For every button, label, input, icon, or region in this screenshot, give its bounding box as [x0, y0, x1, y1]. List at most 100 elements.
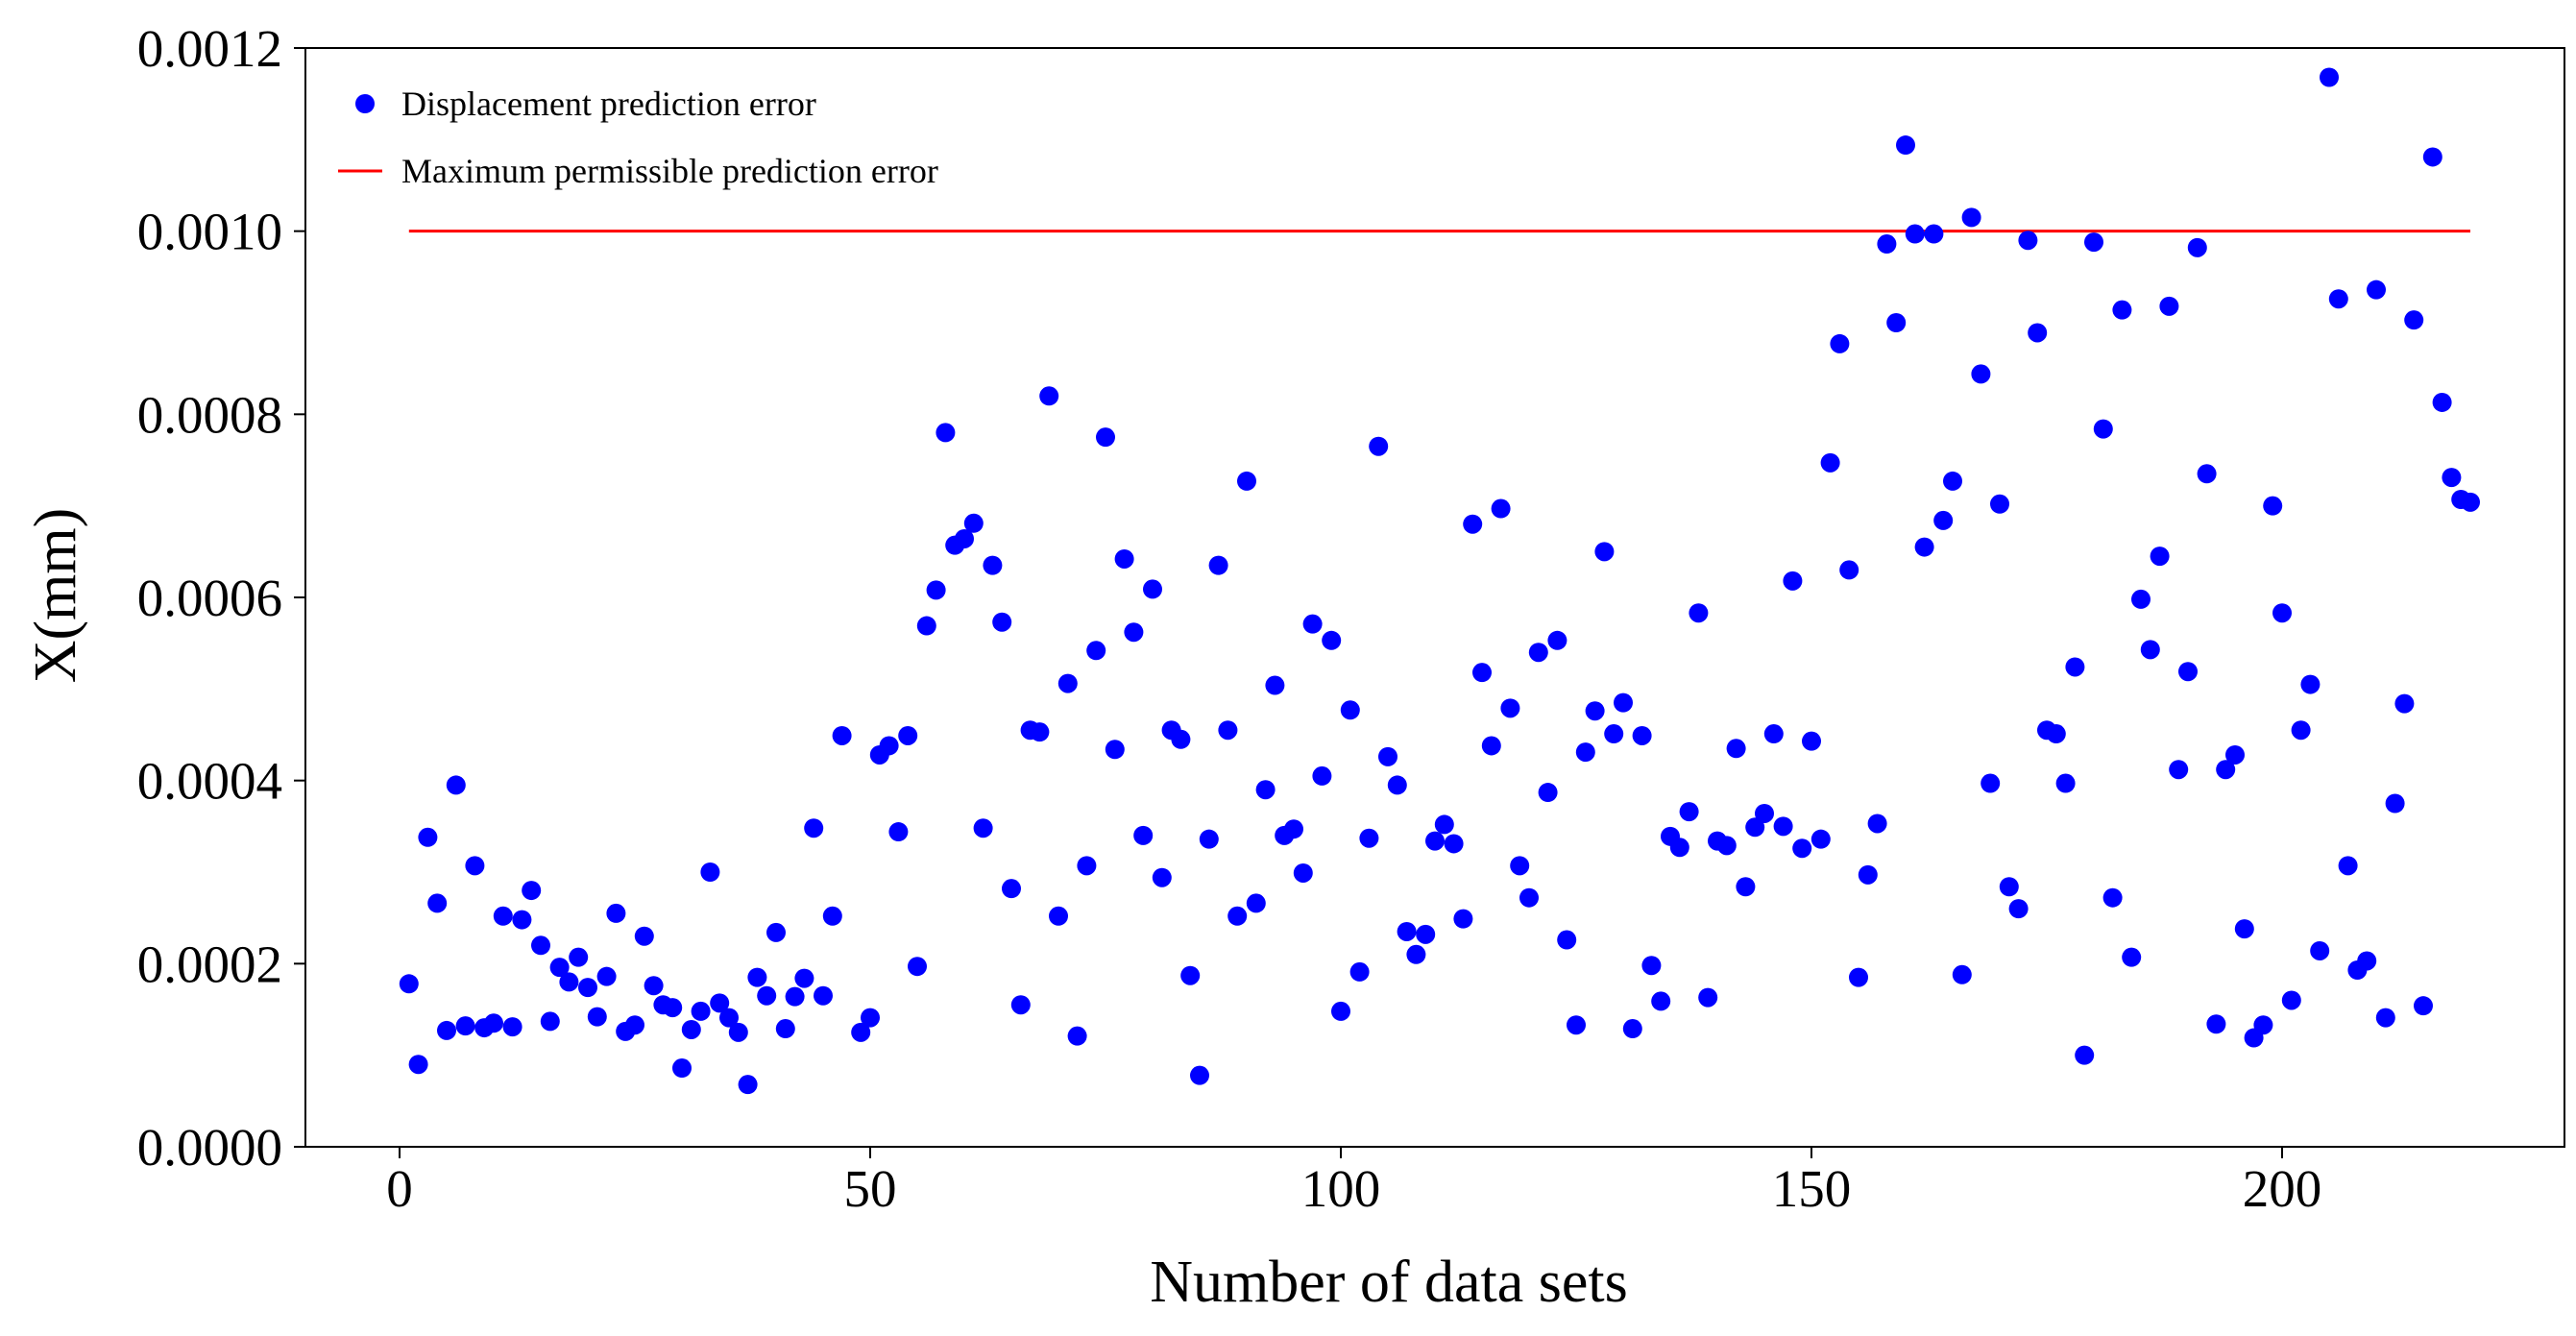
scatter-point [1830, 333, 1850, 353]
scatter-point [1528, 643, 1548, 663]
axes-layer: 0 50 100 150 200 0.0000 0.0002 0.0004 0.0006 0.00… [137, 19, 2565, 1218]
scatter-point [1763, 724, 1784, 744]
scatter-point [1340, 700, 1360, 720]
scatter-point [1632, 725, 1652, 745]
legend-label-max-permissible-error: Maximum permissible prediction error [401, 152, 938, 190]
scatter-point [1867, 814, 1887, 834]
scatter-point [465, 856, 485, 876]
scatter-point [1981, 773, 2001, 793]
scatter-point [1669, 838, 1689, 858]
scatter-point [973, 818, 993, 838]
scatter-point [408, 1055, 428, 1075]
scatter-point [1726, 739, 1746, 759]
scatter-point [822, 906, 842, 926]
scatter-point [728, 1022, 748, 1042]
scatter-point [502, 1017, 522, 1037]
scatter-point [1999, 877, 2019, 897]
scatter-point [832, 725, 852, 745]
scatter-point [1783, 571, 1803, 591]
scatter-point [446, 775, 466, 795]
x-tick-label: 50 [844, 1159, 897, 1218]
y-tick-label: 0.0010 [137, 203, 282, 261]
scatter-point [2065, 657, 2085, 677]
scatter-point [1237, 471, 1256, 491]
scatter-point [1472, 663, 1492, 683]
scatter-point [719, 1008, 739, 1028]
scatter-point [1933, 510, 1954, 530]
scatter-point [1199, 829, 1219, 849]
scatter-point [1491, 498, 1511, 519]
scatter-point [587, 1007, 607, 1027]
scatter-point [437, 1020, 456, 1040]
legend: Displacement prediction error Maximum pe… [338, 85, 938, 190]
scatter-point [493, 906, 513, 926]
scatter-point [484, 1013, 503, 1033]
scatter-point [2159, 296, 2179, 316]
scatter-point [1679, 802, 1699, 822]
scatter-point [1810, 829, 1831, 849]
y-tick-label: 0.0004 [137, 752, 282, 811]
scatter-point [578, 978, 597, 998]
scatter-point [1010, 995, 1031, 1015]
scatter-point [2404, 310, 2424, 330]
scatter-point [1096, 427, 1115, 448]
scatter-point [2320, 67, 2339, 87]
scatter-point [1755, 803, 1774, 823]
scatter-point [644, 976, 664, 996]
scatter-point [596, 966, 617, 986]
scatter-point [1359, 828, 1379, 848]
scatter-point [2422, 147, 2442, 167]
scatter-point [1896, 135, 1915, 156]
scatter-point [2131, 589, 2151, 609]
scatter-point [1849, 967, 1868, 987]
scatter-point [1322, 630, 1342, 650]
scatter-point [1689, 603, 1709, 623]
scatter-point [1651, 991, 1671, 1011]
scatter-point [1886, 313, 1907, 332]
scatter-point [2414, 996, 2433, 1016]
scatter-point [427, 893, 448, 913]
scatter-point [926, 580, 946, 600]
scatter-point [1265, 675, 1285, 695]
scatter-point [757, 985, 777, 1006]
scatter-point [898, 725, 918, 745]
x-tick-label: 200 [2243, 1159, 2322, 1218]
scatter-point [1575, 742, 1595, 763]
scatter-point [2169, 760, 2189, 780]
scatter-point [1585, 701, 1605, 721]
scatter-point [1773, 816, 1793, 837]
scatter-point [2150, 547, 2170, 567]
scatter-point [1030, 722, 1050, 742]
scatter-point [569, 947, 589, 967]
scatter-point [2432, 392, 2452, 412]
scatter-point [1877, 234, 1897, 255]
scatter-point [1077, 856, 1097, 876]
scatter-point [710, 993, 730, 1013]
scatter-point [399, 974, 419, 994]
scatter-point [785, 986, 805, 1007]
scatter-point [2461, 492, 2480, 512]
scatter-point [992, 612, 1012, 632]
scatter-point [1312, 765, 1332, 786]
scatter-point [1049, 906, 1068, 926]
scatter-point [1905, 224, 1925, 244]
y-tick-label: 0.0000 [137, 1118, 282, 1177]
scatter-point [1124, 622, 1144, 643]
scatter-point [2310, 940, 2330, 960]
scatter-point [766, 922, 786, 942]
x-tick-label: 100 [1301, 1159, 1381, 1218]
scatter-point [2394, 693, 2415, 714]
legend-marker-displacement-error [355, 94, 375, 113]
scatter-point [700, 862, 720, 882]
scatter-point [2367, 279, 2386, 300]
scatter-point [1698, 987, 1718, 1008]
scatter-point [1745, 817, 1765, 838]
scatter-point [1567, 1015, 1586, 1035]
scatter-point [1538, 783, 1558, 803]
scatter-point [775, 1019, 795, 1039]
scatter-point [2385, 793, 2405, 814]
scatter-point [1105, 740, 1125, 760]
scatter-point [2442, 468, 2462, 488]
scatter-point [955, 528, 974, 548]
